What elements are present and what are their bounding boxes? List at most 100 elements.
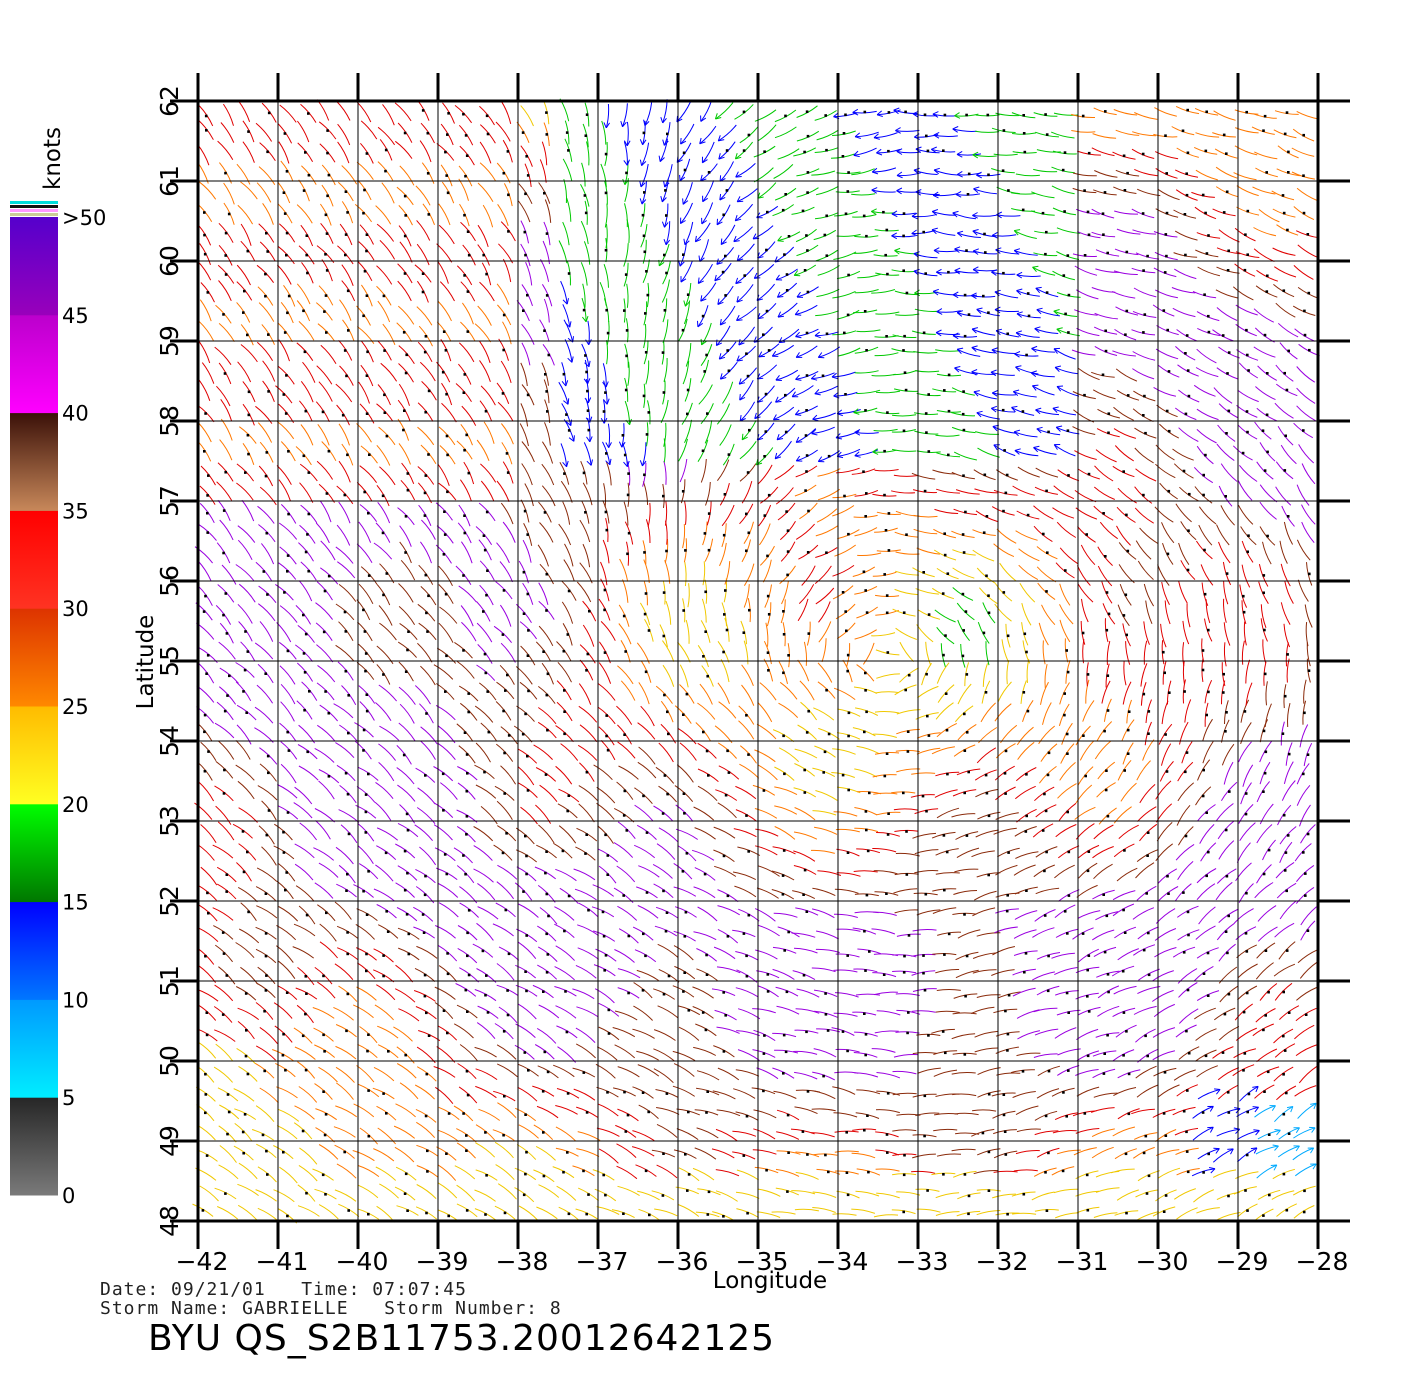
wind-vector <box>1035 467 1059 478</box>
wind-cell-marker <box>465 1134 468 1137</box>
wind-vector <box>318 780 335 800</box>
wind-vector <box>1090 1107 1115 1113</box>
wind-vector <box>893 808 918 811</box>
wind-vector <box>813 707 835 721</box>
wind-vector <box>856 1089 881 1095</box>
wind-cell-marker <box>245 711 248 714</box>
wind-cell-marker <box>962 551 966 554</box>
wind-cell-marker <box>304 1012 307 1016</box>
wind-vector <box>974 1030 998 1038</box>
wind-cell-marker <box>1064 569 1067 572</box>
wind-vector <box>1299 961 1318 979</box>
wind-vector <box>773 406 795 421</box>
wind-cell-marker <box>947 373 951 377</box>
wind-cell-marker <box>605 714 608 717</box>
wind-vector <box>1075 507 1098 520</box>
wind-cell-marker <box>802 973 806 977</box>
wind-cell-marker <box>605 452 608 455</box>
wind-cell-marker <box>502 1030 506 1033</box>
wind-cell-marker <box>464 872 467 876</box>
wind-vector <box>294 786 313 805</box>
wind-vector <box>811 967 836 973</box>
wind-vector-head <box>561 380 569 387</box>
wind-vector <box>855 131 879 138</box>
wind-cell-marker <box>643 473 646 477</box>
wind-vector-head <box>1274 1129 1281 1136</box>
wind-vector <box>1110 1168 1135 1174</box>
wind-vector <box>1257 926 1278 942</box>
wind-vector <box>743 563 755 586</box>
wind-vector <box>705 481 711 506</box>
wind-vector <box>561 601 574 624</box>
wind-cell-marker <box>1121 969 1125 973</box>
wind-vector <box>241 499 255 522</box>
wind-vector <box>1031 348 1056 353</box>
wind-vector <box>517 1086 538 1102</box>
wind-cell-marker <box>1283 694 1287 698</box>
wind-cell-marker <box>1125 513 1128 517</box>
wind-vector <box>235 764 255 781</box>
wind-cell-marker <box>1201 668 1205 672</box>
wind-vector-head <box>694 235 702 243</box>
wind-cell-marker <box>524 834 527 838</box>
wind-cell-marker <box>585 370 588 374</box>
wind-cell-marker <box>366 350 369 354</box>
wind-cell-marker <box>805 409 808 412</box>
wind-vector <box>1012 1212 1037 1215</box>
wind-vector <box>833 1112 858 1118</box>
wind-cell-marker <box>965 834 969 837</box>
wind-vector <box>218 323 235 343</box>
wind-cell-marker <box>327 574 331 578</box>
wind-vector <box>500 502 514 525</box>
wind-vector <box>1304 604 1313 628</box>
wind-vector <box>976 932 1001 937</box>
wind-cell-marker <box>463 514 466 517</box>
wind-vector-head <box>993 444 1000 451</box>
wind-vector <box>1082 700 1095 722</box>
wind-vector <box>1196 429 1217 444</box>
wind-vector <box>832 290 856 299</box>
wind-cell-marker <box>683 935 687 938</box>
wind-cell-marker <box>407 932 411 936</box>
wind-cell-marker <box>483 548 487 552</box>
wind-vector <box>1215 289 1239 299</box>
wind-vector <box>1135 1065 1157 1079</box>
wind-cell-marker <box>763 514 767 517</box>
wind-vector <box>736 188 758 203</box>
wind-vector <box>627 361 630 386</box>
wind-cell-marker <box>681 870 685 873</box>
wind-vector <box>320 344 337 365</box>
wind-vector <box>580 220 589 245</box>
colorbar-band <box>10 706 58 805</box>
wind-cell-marker <box>766 651 770 654</box>
wind-vector <box>338 583 357 602</box>
wind-cell-marker <box>942 1173 945 1176</box>
wind-cell-marker <box>1302 1210 1306 1214</box>
wind-vector-head <box>736 296 743 303</box>
wind-cell-marker <box>282 1032 285 1036</box>
wind-vector-head <box>1270 1164 1278 1171</box>
wind-cell-marker <box>1225 432 1228 435</box>
wind-cell-marker <box>605 734 608 738</box>
wind-vector <box>1277 1145 1300 1158</box>
wind-vector <box>892 1070 917 1075</box>
wind-vector <box>315 602 334 620</box>
wind-vector <box>419 140 432 163</box>
wind-vector-head <box>896 148 903 155</box>
wind-vector <box>460 605 474 627</box>
wind-cell-marker <box>306 533 309 536</box>
wind-cell-marker <box>1245 1153 1249 1157</box>
wind-vector <box>678 1026 700 1041</box>
wind-cell-marker <box>1122 154 1126 158</box>
wind-cell-marker <box>365 233 369 236</box>
wind-cell-marker <box>1225 190 1229 194</box>
wind-vector <box>596 1046 618 1061</box>
wind-vector <box>377 1025 399 1039</box>
wind-vector <box>499 561 513 583</box>
wind-cell-marker <box>604 954 608 957</box>
wind-vector <box>855 993 881 996</box>
wind-cell-marker <box>527 1069 530 1072</box>
wind-vector <box>811 908 835 919</box>
wind-cell-marker <box>945 850 949 854</box>
